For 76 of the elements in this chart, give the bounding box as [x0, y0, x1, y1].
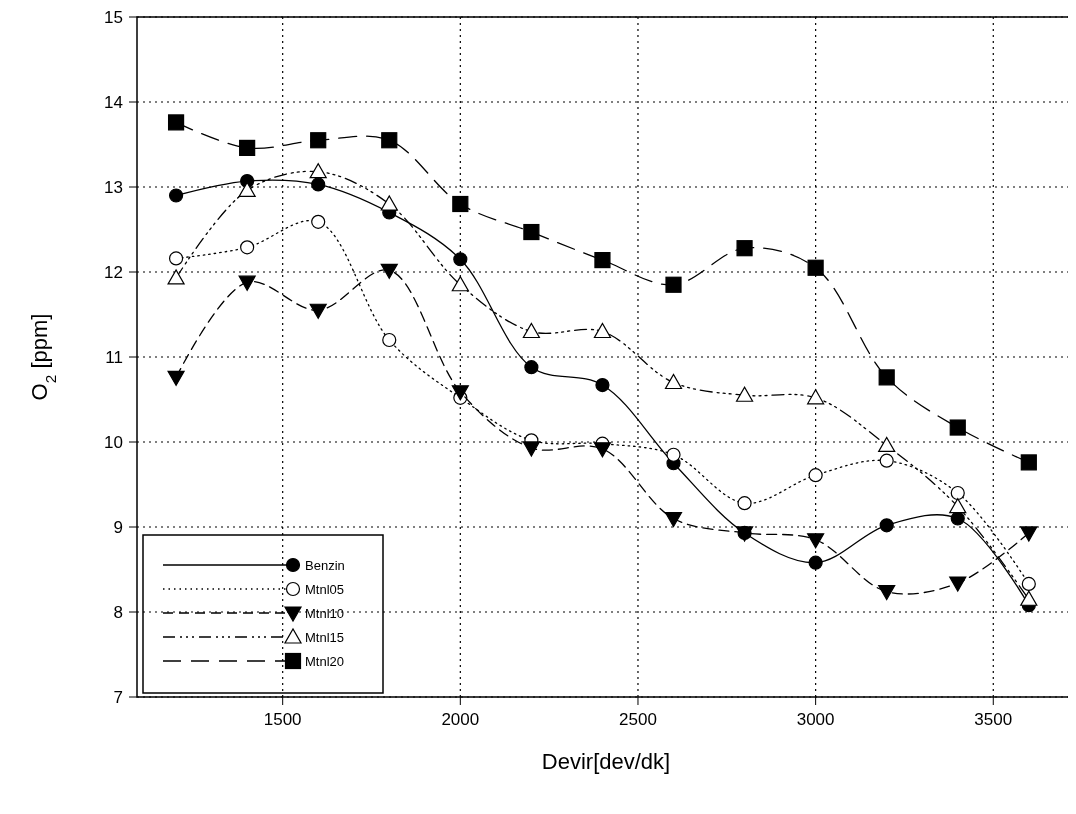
point — [949, 498, 967, 514]
point — [949, 576, 967, 592]
point — [593, 442, 612, 458]
point — [664, 373, 683, 390]
point — [737, 496, 752, 511]
point — [808, 468, 823, 483]
point — [451, 385, 469, 401]
point — [1021, 576, 1036, 592]
x-tick-label: 3500 — [974, 710, 1013, 729]
y-tick-label: 10 — [104, 432, 123, 452]
point — [310, 132, 327, 149]
point — [311, 177, 326, 192]
point — [167, 269, 185, 285]
point — [878, 436, 896, 452]
point — [879, 518, 894, 533]
x-tick-label: 2000 — [441, 710, 480, 729]
point — [807, 389, 825, 405]
point — [666, 447, 681, 462]
point — [665, 276, 682, 293]
point — [238, 275, 256, 291]
y-tick-label: 11 — [105, 347, 123, 367]
point — [168, 251, 184, 266]
x-axis-title: Devir[dev/dk] — [541, 749, 671, 774]
point — [950, 485, 965, 501]
legend-label: Mtnl20 — [305, 653, 345, 669]
point — [595, 377, 610, 393]
x-tick-label: 2500 — [619, 710, 657, 729]
point — [735, 386, 754, 402]
point — [808, 555, 823, 570]
point — [593, 322, 612, 339]
point — [1020, 454, 1037, 471]
point — [309, 163, 327, 179]
point — [807, 259, 824, 276]
point — [239, 139, 256, 156]
point — [382, 332, 397, 348]
point — [311, 214, 326, 229]
point — [879, 453, 894, 468]
y-tick-label: 14 — [104, 92, 123, 112]
point — [380, 195, 398, 211]
legend-label: Mtnl05 — [305, 581, 345, 597]
point — [453, 252, 468, 267]
point — [238, 181, 256, 197]
point — [380, 263, 398, 279]
point — [878, 369, 895, 386]
point — [524, 360, 539, 375]
point — [594, 252, 611, 269]
point — [381, 132, 398, 149]
point — [1020, 526, 1038, 542]
point — [167, 370, 185, 386]
point — [452, 195, 469, 213]
legend-label: Mtnl10 — [305, 605, 345, 621]
point — [522, 322, 540, 339]
point — [523, 223, 540, 241]
point — [522, 441, 540, 457]
point — [949, 419, 966, 436]
x-tick-label: 3000 — [796, 710, 835, 729]
point — [807, 533, 825, 549]
y-tick-label: 9 — [113, 517, 123, 537]
point — [736, 240, 753, 257]
y-tick-label: 7 — [113, 687, 123, 707]
legend-label: Benzin — [305, 557, 345, 573]
y-tick-label: 12 — [104, 262, 123, 282]
point — [664, 511, 683, 528]
point — [240, 240, 255, 255]
point — [168, 188, 184, 203]
point — [167, 114, 185, 131]
legend-label: Mtnl15 — [305, 629, 345, 645]
point — [878, 585, 896, 601]
x-tick-label: 1500 — [263, 710, 302, 729]
y-tick-label: 8 — [113, 602, 123, 622]
point — [451, 276, 469, 292]
y-tick-label: 13 — [104, 177, 123, 197]
point — [950, 511, 965, 526]
y-tick-label: 15 — [104, 7, 123, 27]
point — [309, 303, 327, 319]
point — [1020, 590, 1038, 606]
